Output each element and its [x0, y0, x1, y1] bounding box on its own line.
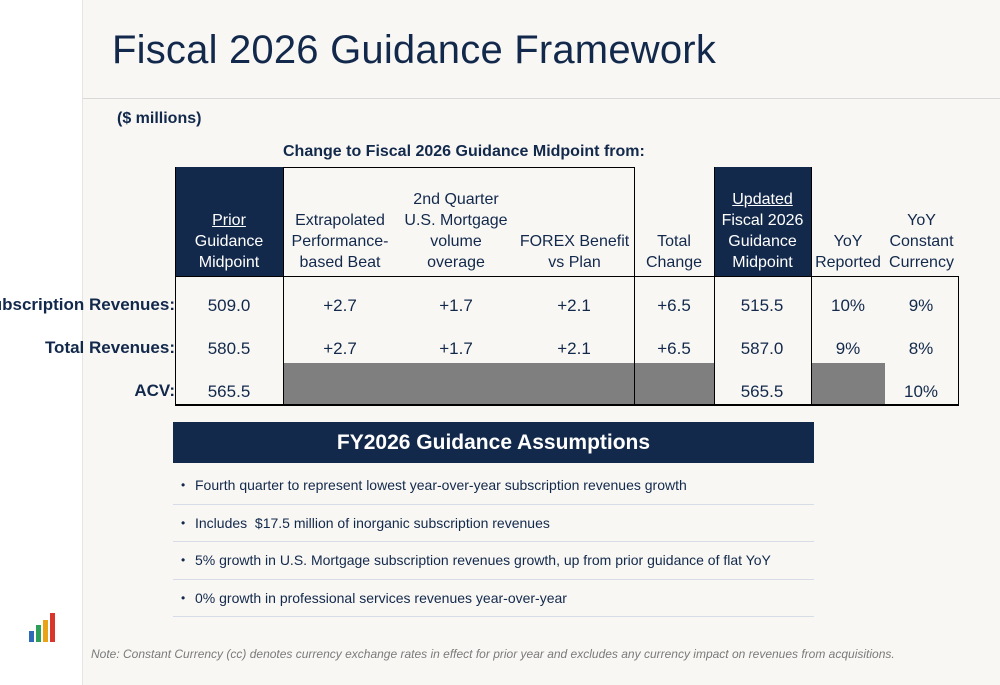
- assumptions-list: • Fourth quarter to represent lowest year…: [173, 467, 814, 617]
- list-item-text: Fourth quarter to represent lowest year-…: [195, 477, 687, 494]
- change-header: Change to Fiscal 2026 Guidance Midpoint …: [283, 143, 645, 160]
- list-item-text: Includes $17.5 million of inorganic subs…: [195, 514, 550, 531]
- col-header-line: Change: [645, 254, 703, 271]
- page-title: Fiscal 2026 Guidance Framework: [112, 28, 717, 72]
- logo-bar: [29, 631, 34, 642]
- table-cell: 509.0: [207, 296, 251, 315]
- col-header-line: Fiscal 2026: [721, 212, 804, 229]
- col-header-line: Guidance: [194, 233, 264, 250]
- acv-yoy-na-fill: [811, 363, 885, 405]
- col-header-line: 2nd Quarter: [413, 191, 499, 208]
- table-divider: [811, 167, 812, 405]
- col-header-line: vs Plan: [548, 254, 601, 271]
- col-header-prior-midpoint: Prior Guidance Midpoint: [175, 167, 283, 276]
- col-header-forex-benefit: FOREX Benefit vs Plan: [515, 167, 634, 276]
- col-header-line: Extrapolated: [295, 212, 385, 229]
- col-header-line: Constant: [889, 233, 954, 250]
- table-cell: +2.1: [557, 296, 591, 315]
- list-item: • 0% growth in professional services reve…: [173, 580, 814, 617]
- table-cell: 565.5: [740, 382, 784, 401]
- table-cell: 10%: [903, 382, 939, 401]
- table-divider: [714, 167, 715, 405]
- list-item-text: 0% growth in professional services reven…: [195, 589, 567, 606]
- col-header-line: Prior: [212, 212, 246, 229]
- table-cell: +2.1: [557, 339, 591, 358]
- units-label: ($ millions): [117, 110, 202, 127]
- left-divider: [82, 0, 83, 685]
- table-cell: 515.5: [740, 296, 784, 315]
- table-cell: +6.5: [657, 339, 691, 358]
- bullet-icon: •: [181, 553, 186, 568]
- table-cell: +2.7: [323, 339, 357, 358]
- col-header-line: Reported: [815, 254, 881, 271]
- table-cell: +2.7: [323, 296, 357, 315]
- table-divider: [634, 167, 635, 405]
- footnote: Note: Constant Currency (cc) denotes cur…: [91, 647, 895, 661]
- col-header-updated-midpoint: Updated Fiscal 2026 Guidance Midpoint: [714, 167, 811, 276]
- table-border-top: [283, 167, 634, 168]
- table-cell: 565.5: [207, 382, 251, 401]
- table-divider: [283, 167, 284, 405]
- list-item: • Includes $17.5 million of inorganic sub…: [173, 505, 814, 542]
- col-header-line: Total: [657, 233, 691, 250]
- bullet-icon: •: [181, 590, 186, 605]
- table-cell: 8%: [908, 339, 934, 358]
- logo-bar: [43, 620, 48, 642]
- col-header-line: overage: [427, 254, 485, 271]
- logo-bar: [50, 613, 55, 642]
- col-header-line: Guidance: [728, 233, 797, 250]
- list-item-text: 5% growth in U.S. Mortgage subscription …: [195, 552, 771, 569]
- bullet-icon: •: [181, 478, 186, 493]
- col-header-line: based Beat: [299, 254, 381, 271]
- table-cell: 587.0: [740, 339, 784, 358]
- col-header-line: Currency: [889, 254, 954, 271]
- table-cell: 10%: [830, 296, 866, 315]
- bar-chart-logo-icon: [29, 612, 57, 642]
- list-item: • 5% growth in U.S. Mortgage subscription…: [173, 542, 814, 580]
- table-border-left: [175, 167, 176, 405]
- table-cell: +1.7: [439, 296, 473, 315]
- table-border-right: [958, 277, 959, 405]
- content-panel: [83, 0, 1000, 685]
- acv-na-fill: [283, 363, 714, 405]
- col-header-yoy-reported: YoY Reported: [811, 167, 885, 276]
- col-header-line: volume: [430, 233, 482, 250]
- col-header-total-change: Total Change: [634, 167, 714, 276]
- bullet-icon: •: [181, 515, 186, 530]
- row-label-total-revenues: Total Revenues:: [44, 338, 175, 357]
- table-cell: 9%: [835, 339, 861, 358]
- col-header-line: Midpoint: [732, 254, 793, 271]
- logo-bar: [36, 625, 41, 642]
- table-border-bottom: [175, 404, 959, 406]
- row-label-subscription-revenues: Subscription Revenues:: [0, 295, 175, 314]
- col-header-extrapolated-beat: Extrapolated Performance- based Beat: [283, 167, 397, 276]
- col-header-mortgage-overage: 2nd Quarter U.S. Mortgage volume overage: [397, 167, 515, 276]
- col-header-line: Performance-: [291, 233, 389, 250]
- col-header-line: Updated: [732, 191, 793, 208]
- list-item: • Fourth quarter to represent lowest year…: [173, 467, 814, 505]
- col-header-line: YoY: [833, 233, 863, 250]
- col-header-yoy-constant-currency: YoY Constant Currency: [885, 167, 958, 276]
- title-rule: [83, 98, 1000, 99]
- table-header-rule: [175, 276, 959, 277]
- col-header-line: Midpoint: [198, 254, 260, 271]
- table-cell: +6.5: [657, 296, 691, 315]
- table-cell: 9%: [908, 296, 934, 315]
- col-header-line: YoY: [907, 212, 936, 229]
- table-cell: +1.7: [439, 339, 473, 358]
- assumptions-heading: FY2026 Guidance Assumptions: [173, 422, 814, 463]
- col-header-line: U.S. Mortgage: [404, 212, 508, 229]
- col-header-line: FOREX Benefit: [519, 233, 630, 250]
- row-label-acv: ACV:: [134, 381, 175, 400]
- table-cell: 580.5: [207, 339, 251, 358]
